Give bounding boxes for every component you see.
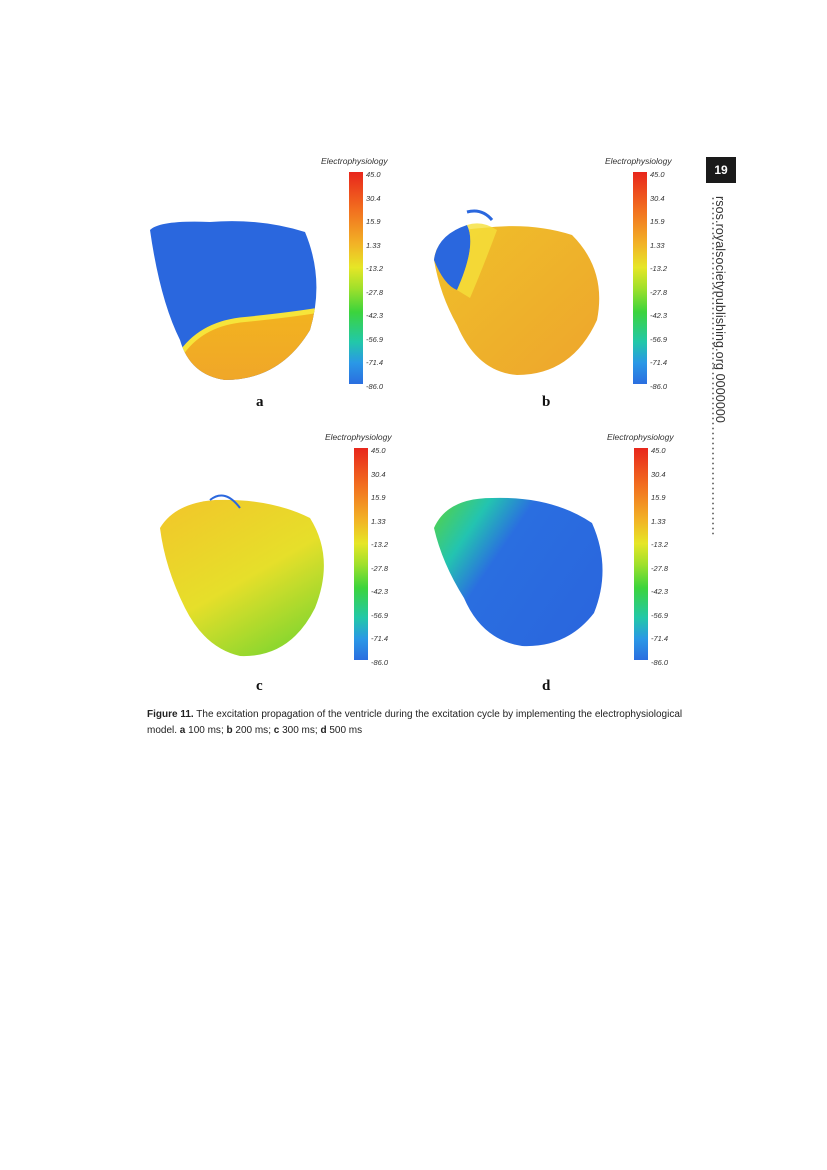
colorbar-tick-label: -86.0 (366, 381, 384, 391)
colorbar-tick-label: 45.0 (650, 170, 665, 179)
colorbar-tick-label: -42.3 (366, 311, 384, 320)
colorbar-tick-label: 30.4 (366, 193, 381, 203)
panel-label-a: a (256, 394, 264, 410)
figure-panel-d: Electrophysiology d 45.0 30.4 15.9 1.33 -13.… (422, 428, 702, 694)
colorbar-tick-label: -42.3 (650, 311, 668, 320)
colorbar-tick-label: 30.4 (371, 469, 386, 479)
colorbar-tick-label: 45.0 (651, 446, 666, 455)
panel-label-b: b (542, 394, 551, 410)
ventricle-render-a (150, 221, 317, 380)
colorbar-tick-label: -56.9 (366, 334, 384, 344)
caption-value: 500 ms (329, 725, 363, 736)
colorbar-tick-label: -71.4 (651, 634, 669, 643)
figure-caption: Figure 11. The excitation propagation of… (147, 709, 683, 736)
ventricle-render-d (434, 497, 603, 647)
colorbar (354, 448, 368, 660)
colorbar (633, 172, 647, 384)
caption-key: b (226, 725, 233, 736)
colorbar-tick-label: -86.0 (650, 381, 668, 391)
caption-text: The excitation propagation of the ventri… (147, 709, 683, 736)
colorbar-tick-label: 15.9 (650, 217, 665, 226)
colorbar-tick-label: -42.3 (651, 587, 669, 596)
ventricle-render-b (434, 209, 600, 375)
colorbar-tick-label: -27.8 (650, 287, 668, 297)
colorbar-tick-label: 45.0 (371, 446, 386, 455)
figure-panel-c: Electrophysiology c 45.0 30.4 15.9 1.33 -13.… (140, 428, 420, 694)
colorbar-tick-label: 15.9 (366, 217, 381, 226)
colorbar-tick-label: -13.2 (651, 540, 669, 549)
colorbar-tick-label: -86.0 (371, 657, 389, 667)
colorbar-title: Electrophysiology (321, 156, 388, 166)
colorbar-tick-label: -71.4 (366, 358, 384, 367)
ventricle-render-c (160, 494, 324, 657)
colorbar-tick-label: -27.8 (651, 563, 669, 573)
figure-panel-a: Electrophysiology a 45.0 30.4 15.9 1.33 -13.… (140, 150, 420, 410)
colorbar-tick-label: -27.8 (366, 287, 384, 297)
side-journal-header: rsos.royalsocietypublishing.org 0000000 (713, 196, 727, 423)
colorbar-title: Electrophysiology (607, 432, 674, 442)
colorbar-tick-label: 1.33 (650, 240, 665, 250)
colorbar-tick-label: 30.4 (651, 469, 666, 479)
colorbar-tick-label: -71.4 (371, 634, 389, 643)
colorbar-tick-label: 15.9 (651, 493, 666, 502)
colorbar-tick-label: -56.9 (651, 610, 669, 620)
colorbar-tick-label: 1.33 (651, 516, 666, 526)
caption-key: c (273, 725, 280, 736)
colorbar-tick-label: -86.0 (651, 657, 669, 667)
colorbar-tick-label: -13.2 (650, 264, 668, 273)
caption-value: 100 ms (188, 725, 221, 736)
colorbar-tick-label: 1.33 (371, 516, 386, 526)
colorbar (349, 172, 363, 384)
colorbar-tick-label: -13.2 (371, 540, 389, 549)
page-number: 19 (706, 157, 736, 183)
caption-label: Figure 11. (147, 709, 194, 720)
caption-key: a (179, 725, 186, 736)
caption-value: 200 ms (235, 725, 269, 736)
colorbar-tick-label: -56.9 (650, 334, 668, 344)
colorbar-tick-label: -42.3 (371, 587, 389, 596)
caption-key: d (320, 725, 327, 736)
colorbar-title: Electrophysiology (325, 432, 392, 442)
colorbar-tick-label: 1.33 (366, 240, 381, 250)
colorbar-title: Electrophysiology (605, 156, 672, 166)
figure-panel-b: Electrophysiology b 45.0 30.4 15.9 1.33 -13.… (422, 150, 702, 410)
colorbar-tick-label: 15.9 (371, 493, 386, 502)
colorbar (634, 448, 648, 660)
colorbar-tick-label: -71.4 (650, 358, 668, 367)
colorbar-tick-label: -56.9 (371, 610, 389, 620)
colorbar-tick-label: 45.0 (366, 170, 381, 179)
panel-label-c: c (256, 678, 263, 694)
article-number: 0000000 (713, 373, 727, 423)
colorbar-tick-label: -13.2 (366, 264, 384, 273)
panel-label-d: d (542, 678, 551, 694)
side-dots-divider (712, 196, 714, 536)
journal-url: rsos.royalsocietypublishing.org (713, 196, 727, 371)
caption-value: 300 ms (282, 725, 315, 736)
colorbar-tick-label: 30.4 (650, 193, 665, 203)
colorbar-tick-label: -27.8 (371, 563, 389, 573)
